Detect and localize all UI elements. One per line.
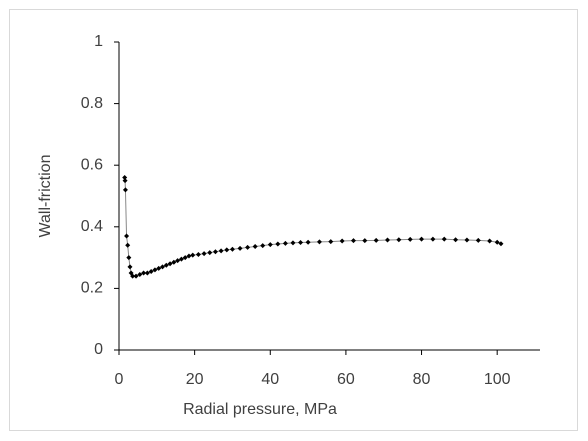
data-point	[237, 245, 243, 251]
x-tick-label: 40	[261, 371, 279, 388]
data-point	[275, 241, 281, 247]
x-tick-label: 80	[413, 371, 431, 388]
data-point	[316, 239, 322, 245]
data-point	[350, 238, 356, 244]
y-tick-label: 0.8	[81, 95, 103, 112]
data-point	[298, 240, 304, 246]
data-point	[407, 236, 413, 242]
data-point	[218, 248, 224, 254]
data-point	[453, 237, 459, 243]
data-point	[464, 237, 470, 243]
data-point	[252, 244, 258, 250]
data-point	[156, 265, 162, 271]
data-point	[487, 238, 493, 244]
data-point	[419, 236, 425, 242]
data-point	[339, 238, 345, 244]
y-tick-label: 0.2	[81, 280, 103, 297]
data-point	[122, 178, 128, 184]
data-point	[124, 233, 130, 239]
data-point	[290, 240, 296, 246]
data-point	[148, 268, 154, 274]
data-point	[224, 247, 230, 253]
data-point	[385, 237, 391, 243]
data-point	[190, 252, 196, 258]
y-tick-label: 0	[94, 341, 103, 358]
x-tick-label: 20	[186, 371, 204, 388]
chart-frame	[9, 9, 578, 431]
data-point	[175, 258, 181, 264]
data-point	[201, 251, 207, 257]
data-point	[122, 175, 128, 181]
data-point	[305, 239, 311, 245]
x-tick-label: 100	[484, 371, 511, 388]
data-point	[133, 273, 139, 279]
data-point	[186, 253, 192, 259]
data-point	[127, 264, 133, 270]
data-point	[260, 243, 266, 249]
data-point	[430, 236, 436, 242]
data-point	[152, 267, 158, 273]
data-point	[267, 242, 273, 248]
data-point	[163, 262, 169, 268]
data-point	[498, 241, 504, 247]
data-point	[212, 249, 218, 255]
data-point	[167, 261, 173, 267]
data-point	[126, 255, 132, 261]
data-point	[229, 246, 235, 252]
data-point	[137, 272, 143, 278]
data-point	[245, 244, 251, 250]
data-point	[282, 240, 288, 246]
data-point	[125, 242, 131, 248]
data-point	[373, 237, 379, 243]
data-point	[328, 239, 334, 245]
data-point	[130, 273, 136, 279]
data-point	[122, 187, 128, 193]
y-tick-label: 1	[94, 33, 103, 50]
data-point	[141, 270, 147, 276]
data-point	[362, 238, 368, 244]
data-point	[396, 237, 402, 243]
x-axis-label: Radial pressure, MPa	[183, 401, 337, 418]
data-point	[182, 255, 188, 261]
y-tick-label: 0.4	[81, 218, 103, 235]
data-point	[195, 252, 201, 258]
y-axis-label: Wall-friction	[37, 155, 54, 238]
data-point	[494, 239, 500, 245]
data-point	[178, 256, 184, 262]
data-point	[207, 250, 213, 256]
y-tick-label: 0.6	[81, 156, 103, 173]
x-tick-label: 0	[115, 371, 124, 388]
data-point	[144, 270, 150, 276]
data-point	[159, 264, 165, 270]
x-tick-label: 60	[337, 371, 355, 388]
data-point	[171, 259, 177, 265]
data-point	[475, 237, 481, 243]
data-point	[441, 236, 447, 242]
